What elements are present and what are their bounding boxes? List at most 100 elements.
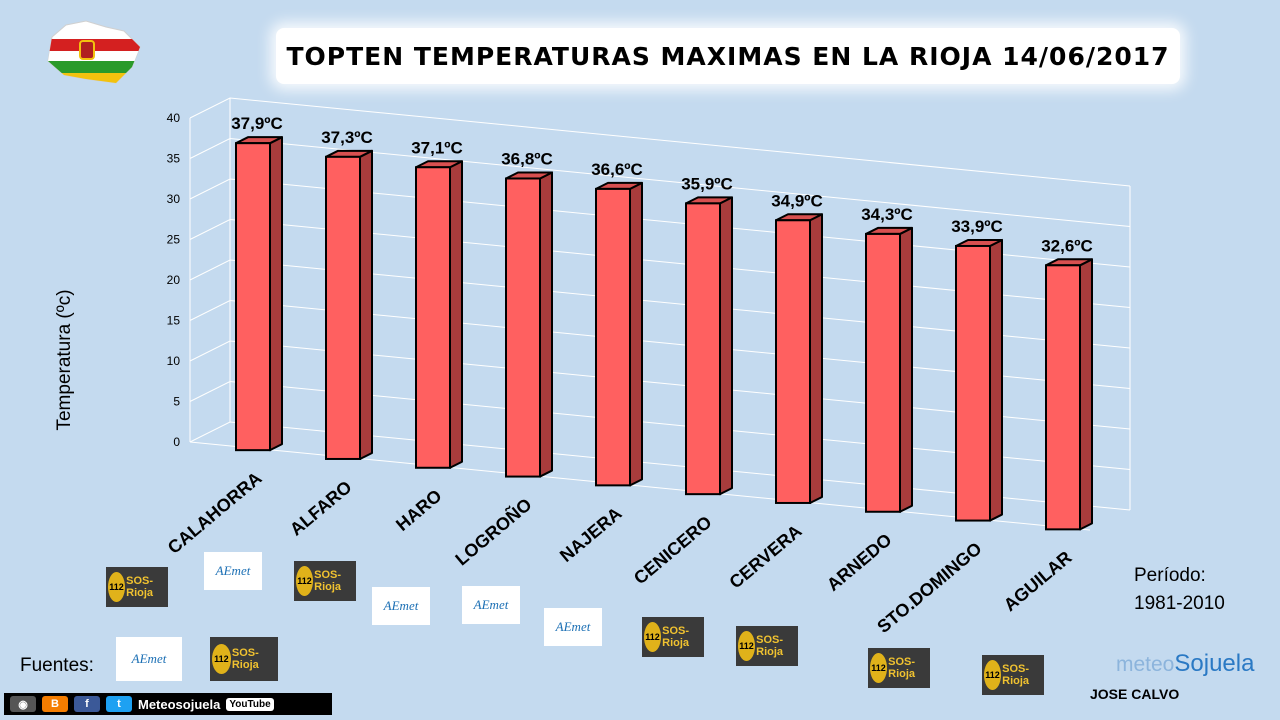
bar-front [1045,264,1081,531]
bar-front [505,177,541,478]
x-tick-label: CERVERA [726,521,806,593]
bar-side [269,136,283,452]
aemet-text: AEmet [383,598,419,613]
bar-side [629,181,643,487]
sos-rioja-logo-3: 112 SOS-Rioja [642,617,704,657]
bar-side [1079,258,1093,531]
sos-rioja-logo-1: 112 SOS-Rioja [106,567,168,607]
y-tick-label: 15 [167,314,181,328]
x-tick-label: STO.DOMINGO [873,538,985,637]
bar [415,160,463,469]
bar [775,213,823,504]
aemet-text: AEmet [131,651,167,666]
data-label: 34,9ºC [771,191,823,210]
la-rioja-flag-icon [46,17,144,85]
bar-front [595,187,631,487]
bar-side [809,213,823,504]
sos-text: SOS-Rioja [126,575,154,599]
sos-rioja-logo-5: 112 SOS-Rioja [868,648,930,688]
y-tick-label: 40 [167,111,181,125]
bar-front [325,155,361,460]
data-label: 37,3ºC [321,128,373,147]
bar-side [359,149,373,460]
brand-prefix: meteo [1116,653,1175,676]
y-tick-label: 25 [167,233,181,247]
x-tick-label: ARNEDO [823,530,896,595]
data-label: 37,9ºC [231,114,283,133]
data-label: 33,9ºC [951,217,1003,236]
bar [955,238,1003,522]
sos-number: 112 [296,566,314,596]
social-bar: ◉ B f t Meteosojuela YouTube [4,693,332,715]
data-label: 37,1ºC [411,138,463,157]
y-tick-label: 20 [167,273,181,287]
facebook-icon[interactable]: f [74,696,100,712]
x-tick-label: CENICERO [630,512,716,588]
data-label: 36,8ºC [501,149,553,168]
y-tick-label: 5 [173,395,180,409]
bar-side [899,226,913,513]
sources-label: Fuentes: [20,655,94,676]
sos-number: 112 [644,622,662,652]
chart-title-box: TOPTEN TEMPERATURAS MAXIMAS EN LA RIOJA … [276,28,1180,84]
period-label: Período: [1134,565,1206,586]
bar-front [955,244,991,522]
author-name: JOSE CALVO [1090,686,1180,702]
sos-rioja-logo-2: 112 SOS-Rioja [294,561,356,601]
bar [1045,258,1093,531]
aemet-text: AEmet [473,597,509,612]
sos-rioja-logo-4: 112 SOS-Rioja [736,626,798,666]
bar [595,181,643,487]
meteosojuela-logo: meteoSojuela [1116,650,1254,678]
x-tick-label: HARO [392,486,445,535]
aemet-logo-4: AEmet [544,608,602,646]
data-label: 34,3ºC [861,205,913,224]
sos-text: SOS-Rioja [662,625,690,649]
x-tick-label: AGUILAR [1000,547,1076,615]
bar [325,149,373,460]
x-tick-label: NAJERA [556,503,626,566]
bar [505,171,553,478]
period-range: 1981-2010 [1134,593,1225,614]
bar-front [685,202,721,496]
y-tick-label: 35 [167,152,181,166]
aemet-text: AEmet [215,563,251,578]
bar-front [235,142,271,452]
aemet-text: AEmet [555,619,591,634]
brand-name: Sojuela [1174,650,1255,677]
aemet-logo-3: AEmet [462,586,520,624]
sos-rioja-logo-sources: 112 SOS-Rioja [210,637,278,681]
bar-front [865,232,901,513]
bar-side [449,160,463,469]
x-tick-label: ALFARO [286,477,356,540]
bar-side [539,171,553,478]
sos-text: SOS-Rioja [888,656,916,680]
data-label: 32,6ºC [1041,236,1093,255]
sos-text: SOS-Rioja [314,569,342,593]
period-note: Período: 1981-2010 [1134,562,1225,618]
social-account-name[interactable]: Meteosojuela [138,696,221,712]
aemet-logo-sources: AEmet [116,637,182,681]
sos-text: SOS-Rioja [1002,663,1030,687]
twitter-icon[interactable]: t [106,696,132,712]
sos-number: 112 [870,653,888,683]
data-label: 36,6ºC [591,160,643,179]
bar-side [719,196,733,496]
sos-rioja-logo-6: 112 SOS-Rioja [982,655,1044,695]
instagram-icon[interactable]: ◉ [10,696,36,712]
bar [865,226,913,513]
aemet-logo-1: AEmet [204,552,262,590]
chart-title: TOPTEN TEMPERATURAS MAXIMAS EN LA RIOJA … [286,41,1170,71]
sos-number: 112 [212,644,231,674]
y-tick-label: 30 [167,192,181,206]
y-tick-label: 10 [167,354,181,368]
blogger-icon[interactable]: B [42,696,68,712]
sos-number: 112 [738,631,756,661]
aemet-logo-2: AEmet [372,587,430,625]
bar [235,136,283,452]
bar-side [989,238,1003,522]
y-tick-label: 0 [173,435,180,449]
x-tick-label: CALAHORRA [164,468,266,558]
youtube-icon[interactable]: YouTube [226,697,274,711]
